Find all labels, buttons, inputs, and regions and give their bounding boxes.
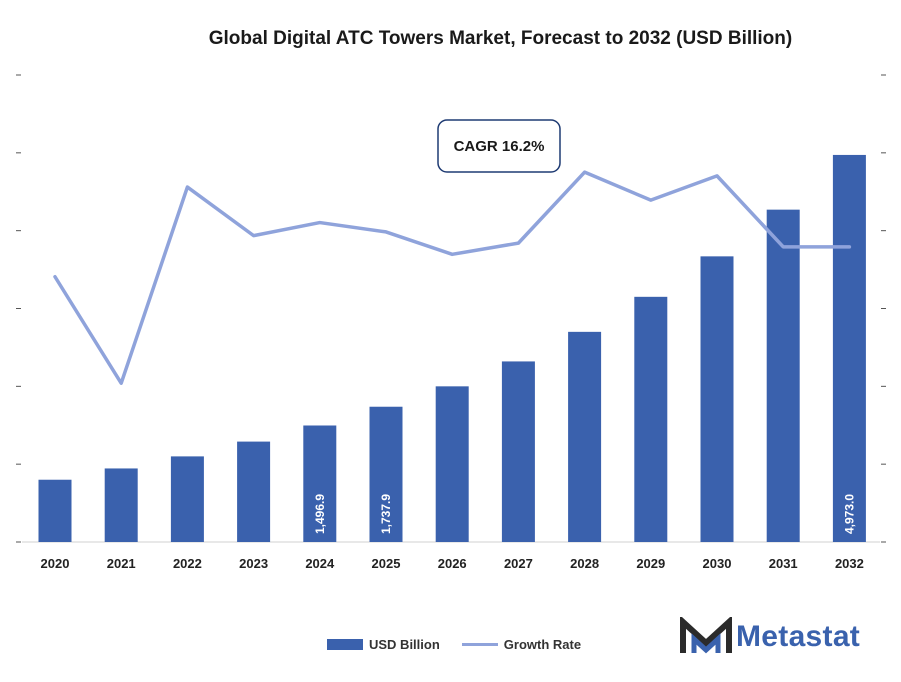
legend-item-line: Growth Rate (461, 637, 582, 652)
bar-series (38, 154, 866, 543)
bar (303, 425, 337, 542)
x-tick-label: 2029 (636, 556, 665, 571)
legend-label-bars: USD Billion (369, 637, 440, 652)
bar-data-label: 4,973.0 (842, 494, 856, 534)
x-tick-labels: 2020 2021 2022 2023 2024 2025 2026 2027 2028 2029… (41, 556, 864, 571)
cagr-annotation: CAGR 16.2% (437, 119, 561, 173)
x-tick-label: 2020 (41, 556, 70, 571)
x-tick-label: 2032 (835, 556, 864, 571)
x-tick-label: 2030 (703, 556, 732, 571)
growth-rate-line (53, 170, 852, 385)
x-tick-label: 2024 (305, 556, 335, 571)
legend: USD Billion Growth Rate (327, 637, 603, 652)
legend-swatch-bars (327, 639, 363, 650)
bar-data-label: 1,737.9 (379, 494, 393, 534)
bar (369, 406, 403, 542)
bar (568, 331, 602, 542)
right-axis-ticks (881, 74, 886, 543)
brand-name: Metastat (736, 620, 861, 653)
legend-item-bars: USD Billion (327, 637, 440, 652)
x-tick-label: 2025 (372, 556, 401, 571)
metastat-m-logo-icon (680, 617, 732, 654)
x-tick-label: 2031 (769, 556, 798, 571)
bar (237, 441, 271, 542)
bar-data-labels: 1,496.9 1,737.9 4,973.0 (313, 494, 857, 534)
x-tick-label: 2027 (504, 556, 533, 571)
x-tick-label: 2021 (107, 556, 136, 571)
bar (170, 456, 204, 542)
x-tick-label: 2026 (438, 556, 467, 571)
bar (435, 386, 469, 542)
cagr-box (437, 119, 561, 173)
legend-label-line: Growth Rate (503, 637, 582, 652)
bar (766, 209, 800, 542)
bar (501, 361, 535, 542)
brand-logo: Metastat (680, 617, 860, 657)
bar (634, 296, 668, 542)
x-tick-label: 2023 (239, 556, 268, 571)
legend-swatch-line (461, 643, 498, 646)
cagr-label: CAGR 16.2% (454, 138, 545, 155)
bar-data-label: 1,496.9 (313, 494, 327, 534)
chart-title: Global Digital ATC Towers Market, Foreca… (208, 28, 793, 49)
x-tick-label: 2022 (173, 556, 202, 571)
x-tick-label: 2028 (570, 556, 599, 571)
bar (700, 256, 734, 542)
left-axis-ticks (16, 74, 21, 543)
bar (38, 479, 72, 542)
bar (104, 468, 138, 542)
bar (832, 154, 866, 543)
